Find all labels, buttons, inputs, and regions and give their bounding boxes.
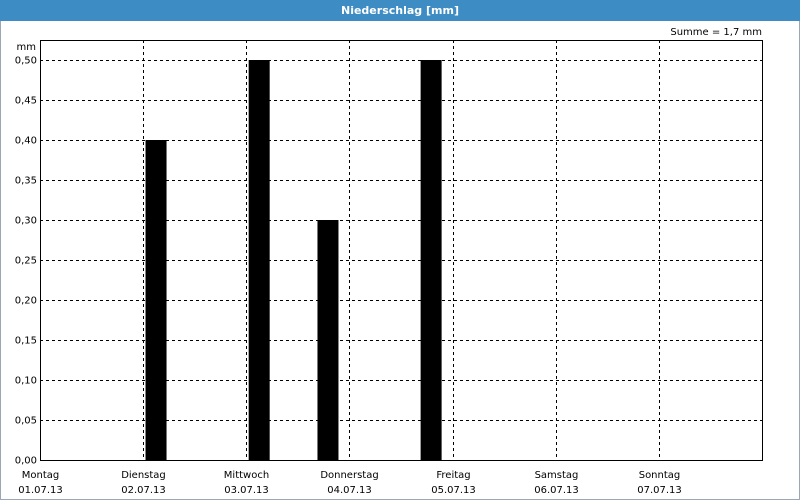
x-tick-date: 04.07.13 <box>327 485 372 496</box>
y-tick-label: 0,45 <box>15 96 37 107</box>
y-tick-label: 0,20 <box>15 296 37 307</box>
x-tick-date: 06.07.13 <box>534 485 579 496</box>
bar <box>145 140 167 460</box>
x-tick-date: 02.07.13 <box>121 485 166 496</box>
bar <box>248 60 270 460</box>
y-tick-label: 0,15 <box>15 336 37 347</box>
y-tick-label: 0,10 <box>15 376 37 387</box>
chart-title: Niederschlag [mm] <box>341 4 459 17</box>
x-tick-label: Samstag <box>535 470 579 481</box>
x-tick-label: Montag <box>22 470 59 481</box>
y-axis-label: mm <box>17 42 36 53</box>
y-tick-label: 0,00 <box>15 456 37 467</box>
y-tick-label: 0,25 <box>15 256 37 267</box>
plot-border <box>40 40 763 461</box>
y-tick-label: 0,35 <box>15 176 37 187</box>
x-tick-date: 05.07.13 <box>431 485 476 496</box>
x-tick-label: Sonntag <box>639 470 681 481</box>
y-tick-label: 0,05 <box>15 416 37 427</box>
y-tick-label: 0,40 <box>15 136 37 147</box>
x-tick-label: Donnerstag <box>320 470 378 481</box>
x-tick-date: 07.07.13 <box>637 485 682 496</box>
bar <box>317 220 339 460</box>
bar <box>420 60 442 460</box>
x-tick-label: Mittwoch <box>224 470 269 481</box>
x-tick-date: 03.07.13 <box>224 485 269 496</box>
y-tick-label: 0,30 <box>15 216 37 227</box>
annotation: Summe = 1,7 mm <box>670 27 762 38</box>
title-bar <box>0 0 800 21</box>
x-tick-date: 01.07.13 <box>18 485 63 496</box>
x-tick-label: Freitag <box>436 470 470 481</box>
x-tick-label: Dienstag <box>121 470 166 481</box>
y-tick-label: 0,50 <box>15 56 37 67</box>
